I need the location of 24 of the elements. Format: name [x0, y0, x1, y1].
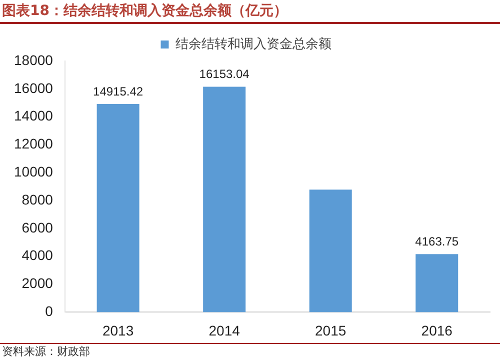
y-tick-label: 4000	[22, 247, 54, 264]
text: 资料来源：财政部	[0, 343, 500, 360]
y-tick-label: 2000	[22, 275, 54, 292]
y-tick-label: 14000	[14, 108, 54, 124]
y-tick-label: 8000	[22, 191, 54, 208]
data-label: 4163.75	[415, 234, 459, 248]
y-tick-label: 18000	[14, 52, 54, 68]
bar	[309, 190, 352, 312]
data-label: 16153.04	[199, 67, 250, 82]
bar	[203, 86, 246, 312]
y-tick-label: 10000	[14, 164, 54, 180]
data-label: 14915.42	[93, 84, 144, 98]
legend-label: 结余结转和调入资金总余额	[175, 36, 332, 52]
bar	[416, 254, 458, 312]
y-tick-label: 16000	[14, 80, 54, 96]
x-tick-label: 2013	[102, 322, 134, 338]
y-tick-label: 12000	[14, 136, 54, 152]
bar	[96, 104, 140, 312]
y-tick-label: 6000	[22, 219, 54, 236]
chart-title: 图表18：结余结转和调入资金总余额（亿元）	[0, 0, 500, 24]
y-tick-label: 0	[45, 303, 54, 320]
x-tick-label: 2015	[315, 322, 346, 338]
x-tick-label: 2016	[421, 322, 453, 338]
x-tick-label: 2014	[208, 322, 240, 338]
